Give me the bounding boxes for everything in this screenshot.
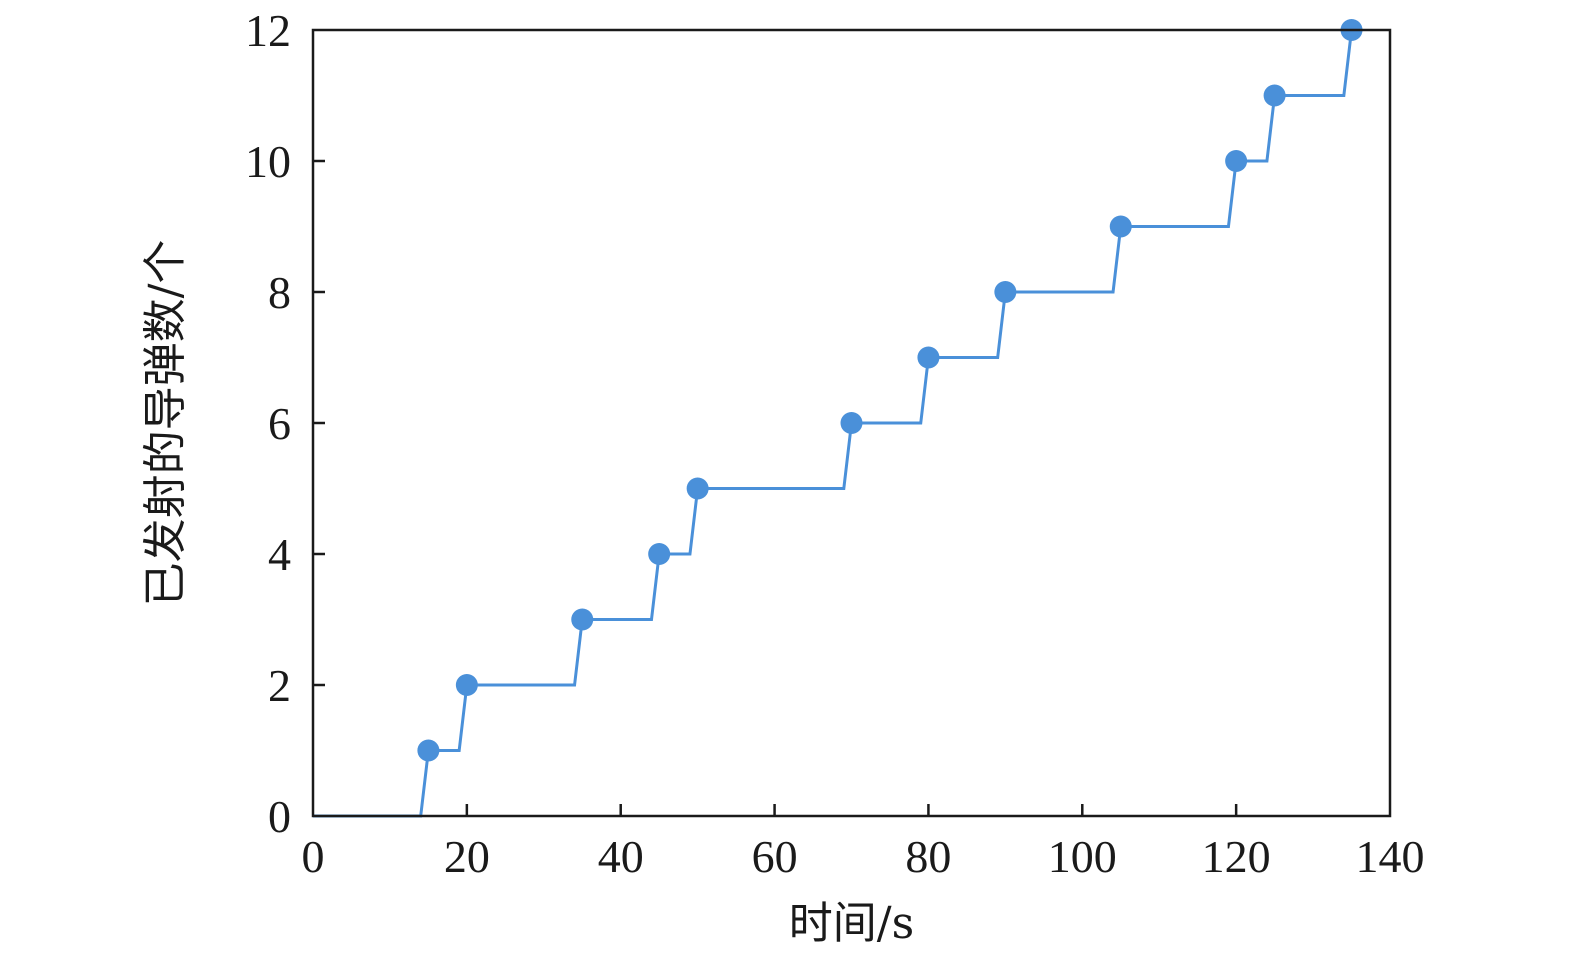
data-point	[1225, 150, 1248, 172]
y-tick-label: 6	[268, 398, 291, 449]
x-tick-label: 100	[1048, 831, 1117, 882]
series-line	[313, 29, 1354, 818]
x-tick-label: 40	[598, 831, 644, 882]
y-tick-label: 12	[245, 5, 291, 56]
axis-tick-labels: 0 20 40 60 80 100 120 140 0 2 4 6 8 10 12	[245, 5, 1425, 882]
x-tick-label: 0	[302, 831, 325, 882]
data-point	[994, 281, 1017, 303]
data-point	[917, 346, 940, 369]
plot-markers	[417, 19, 1363, 762]
data-point	[417, 739, 440, 762]
plot-series	[313, 29, 1354, 818]
data-point	[1263, 84, 1286, 107]
x-tick-label: 60	[752, 831, 798, 882]
y-tick-label: 2	[268, 660, 291, 711]
data-point	[571, 608, 594, 631]
x-tick-label: 140	[1356, 831, 1425, 882]
x-tick-label: 80	[905, 831, 951, 882]
y-tick-label: 4	[268, 529, 291, 580]
y-tick-label: 8	[268, 267, 291, 318]
x-axis-title: 时间/s	[789, 898, 914, 949]
x-tick-label: 120	[1202, 831, 1271, 882]
data-point	[686, 477, 709, 500]
y-tick-label: 0	[268, 791, 291, 842]
axis-ticks	[313, 159, 1238, 816]
data-point	[1109, 215, 1132, 238]
y-tick-label: 10	[245, 136, 291, 187]
data-point	[840, 412, 863, 434]
x-tick-label: 20	[444, 831, 490, 882]
data-point	[648, 543, 671, 565]
data-point	[455, 674, 478, 696]
y-axis-title: 已发射的导弹数/个	[140, 240, 191, 607]
plot-frame	[311, 28, 1392, 818]
